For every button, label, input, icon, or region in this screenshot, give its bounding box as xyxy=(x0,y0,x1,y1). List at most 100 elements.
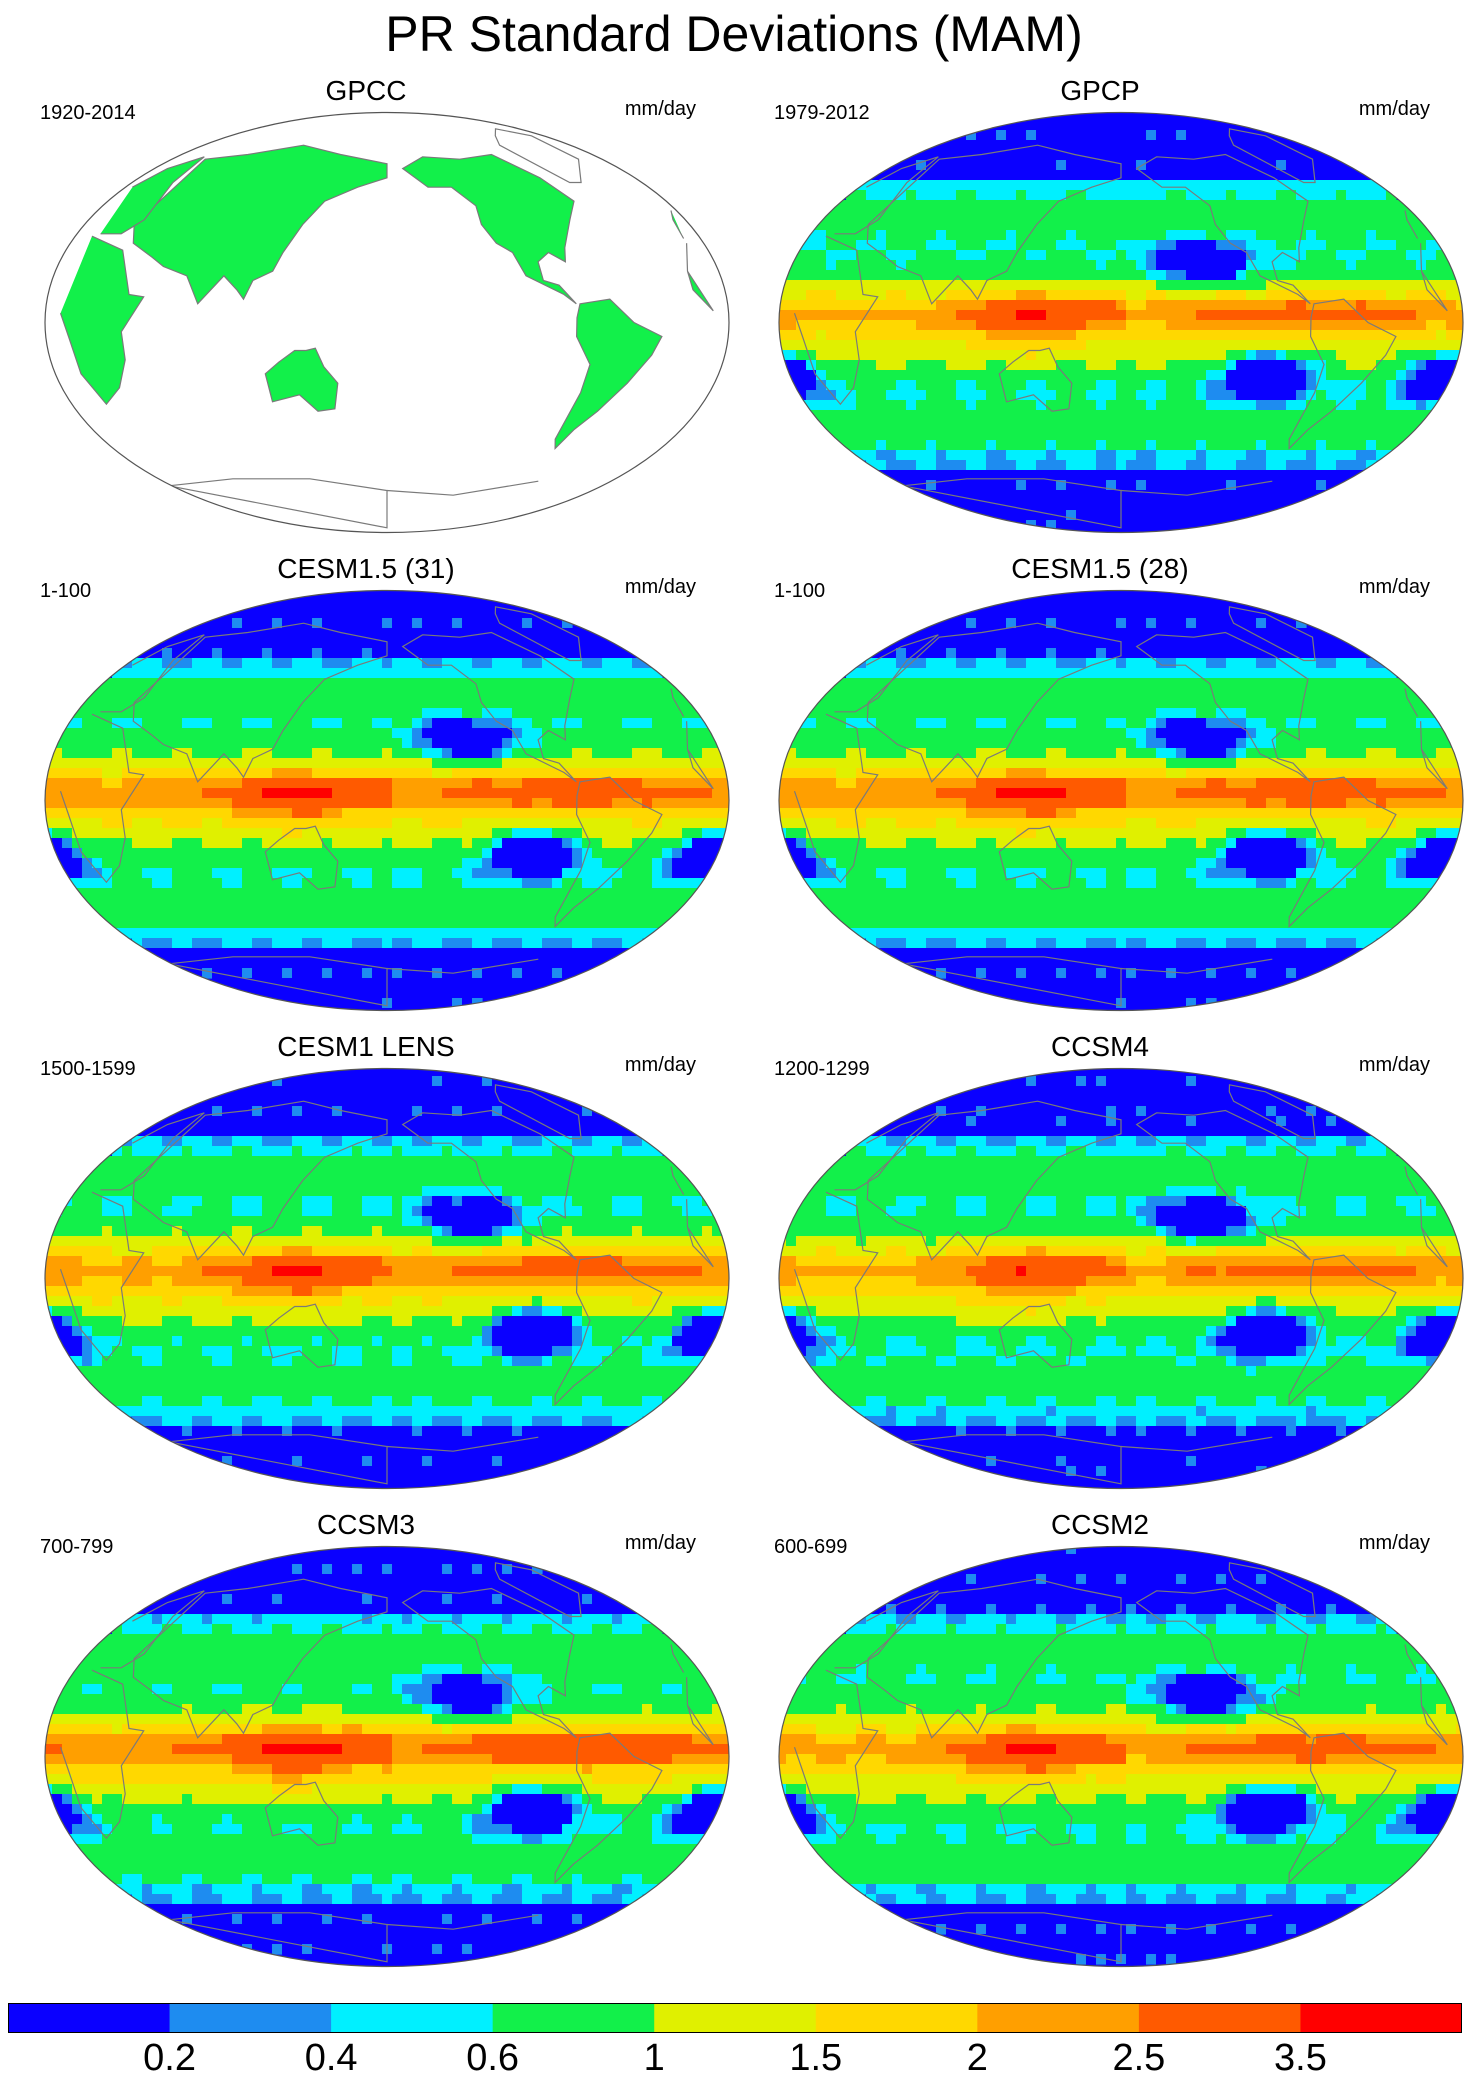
precip-cell xyxy=(1356,240,1367,251)
precip-cell xyxy=(1096,520,1107,531)
precip-cell xyxy=(1296,390,1307,401)
precip-cell xyxy=(1226,260,1237,271)
precip-cell xyxy=(1256,250,1267,261)
precip-cell xyxy=(1196,520,1207,531)
precip-cell xyxy=(232,678,243,689)
precip-cell xyxy=(1066,120,1077,131)
precip-cell xyxy=(1356,300,1367,311)
precip-cell xyxy=(322,768,333,779)
precip-cell xyxy=(602,728,613,739)
precip-cell xyxy=(1126,300,1137,311)
precip-cell xyxy=(1166,500,1177,511)
precip-cell xyxy=(1026,658,1037,669)
precip-cell xyxy=(362,828,373,839)
precip-cell xyxy=(322,778,333,789)
precip-cell xyxy=(402,618,413,629)
precip-cell xyxy=(796,250,807,261)
precip-cell xyxy=(52,778,63,789)
precip-cell xyxy=(856,330,867,341)
precip-cell xyxy=(986,480,997,491)
precip-cell xyxy=(986,510,997,521)
precip-cell xyxy=(1276,200,1287,211)
precip-cell xyxy=(302,688,313,699)
precip-cell xyxy=(1316,230,1327,241)
precip-cell xyxy=(262,838,273,849)
precip-cell xyxy=(382,848,393,859)
precip-cell xyxy=(1206,460,1217,471)
precip-cell xyxy=(112,828,123,839)
precip-cell xyxy=(282,898,293,909)
precip-cell xyxy=(876,220,887,231)
precip-cell xyxy=(242,848,253,859)
precip-cell xyxy=(1246,160,1257,171)
precip-cell xyxy=(712,848,723,859)
precip-cell xyxy=(1196,170,1207,181)
precip-cell xyxy=(1366,420,1377,431)
precip-cell xyxy=(926,400,937,411)
precip-cell xyxy=(966,170,977,181)
precip-cell xyxy=(252,638,263,649)
precip-cell xyxy=(142,768,153,779)
precip-cell xyxy=(906,170,917,181)
precip-cell xyxy=(1066,360,1077,371)
precip-cell xyxy=(1186,350,1197,361)
precip-cell xyxy=(1286,628,1297,639)
precip-cell xyxy=(322,758,333,769)
precip-cell xyxy=(692,768,703,779)
precip-cell xyxy=(796,400,807,411)
precip-cell xyxy=(1226,130,1237,141)
precip-cell xyxy=(1266,310,1277,321)
precip-cell xyxy=(632,788,643,799)
precip-cell xyxy=(72,808,83,819)
precip-cell xyxy=(602,918,613,929)
precip-cell xyxy=(202,698,213,709)
precip-cell xyxy=(402,658,413,669)
precip-cell xyxy=(1066,260,1077,271)
precip-cell xyxy=(1356,210,1367,221)
precip-cell xyxy=(602,848,613,859)
precip-cell xyxy=(916,250,927,261)
precip-cell xyxy=(1246,648,1257,659)
precip-cell xyxy=(172,898,183,909)
precip-cell xyxy=(202,938,213,949)
precip-cell xyxy=(916,470,927,481)
precip-cell xyxy=(152,878,163,889)
precip-cell xyxy=(552,898,563,909)
map-figure xyxy=(44,111,730,534)
precip-cell xyxy=(1126,628,1137,639)
precip-cell xyxy=(582,678,593,689)
precip-cell xyxy=(102,708,113,719)
precip-cell xyxy=(52,758,63,769)
precip-cell xyxy=(806,310,817,321)
precip-cell xyxy=(392,978,403,989)
precip-cell xyxy=(232,728,243,739)
precip-cell xyxy=(202,668,213,679)
precip-cell xyxy=(1106,510,1117,521)
precip-cell xyxy=(906,310,917,321)
precip-cell xyxy=(532,628,543,639)
precip-cell xyxy=(112,878,123,889)
precip-cell xyxy=(252,968,263,979)
precip-cell xyxy=(302,618,313,629)
precip-cell xyxy=(572,688,583,699)
precip-cell xyxy=(352,968,363,979)
precip-cell xyxy=(1276,440,1287,451)
precip-cell xyxy=(412,848,423,859)
precip-cell xyxy=(1256,490,1267,501)
precip-cell xyxy=(252,868,263,879)
precip-cell xyxy=(1346,648,1357,659)
map-border xyxy=(44,589,730,1012)
precip-cell xyxy=(352,718,363,729)
precip-cell xyxy=(362,958,373,969)
precip-cell xyxy=(452,718,463,729)
precip-cell xyxy=(966,220,977,231)
precip-cell xyxy=(572,698,583,709)
precip-cell xyxy=(272,968,283,979)
precip-cell xyxy=(412,758,423,769)
precip-cell xyxy=(412,668,423,679)
precip-cell xyxy=(936,230,947,241)
precip-cell xyxy=(612,708,623,719)
precip-cell xyxy=(62,818,73,829)
precip-cell xyxy=(692,798,703,809)
precip-cell xyxy=(542,868,553,879)
